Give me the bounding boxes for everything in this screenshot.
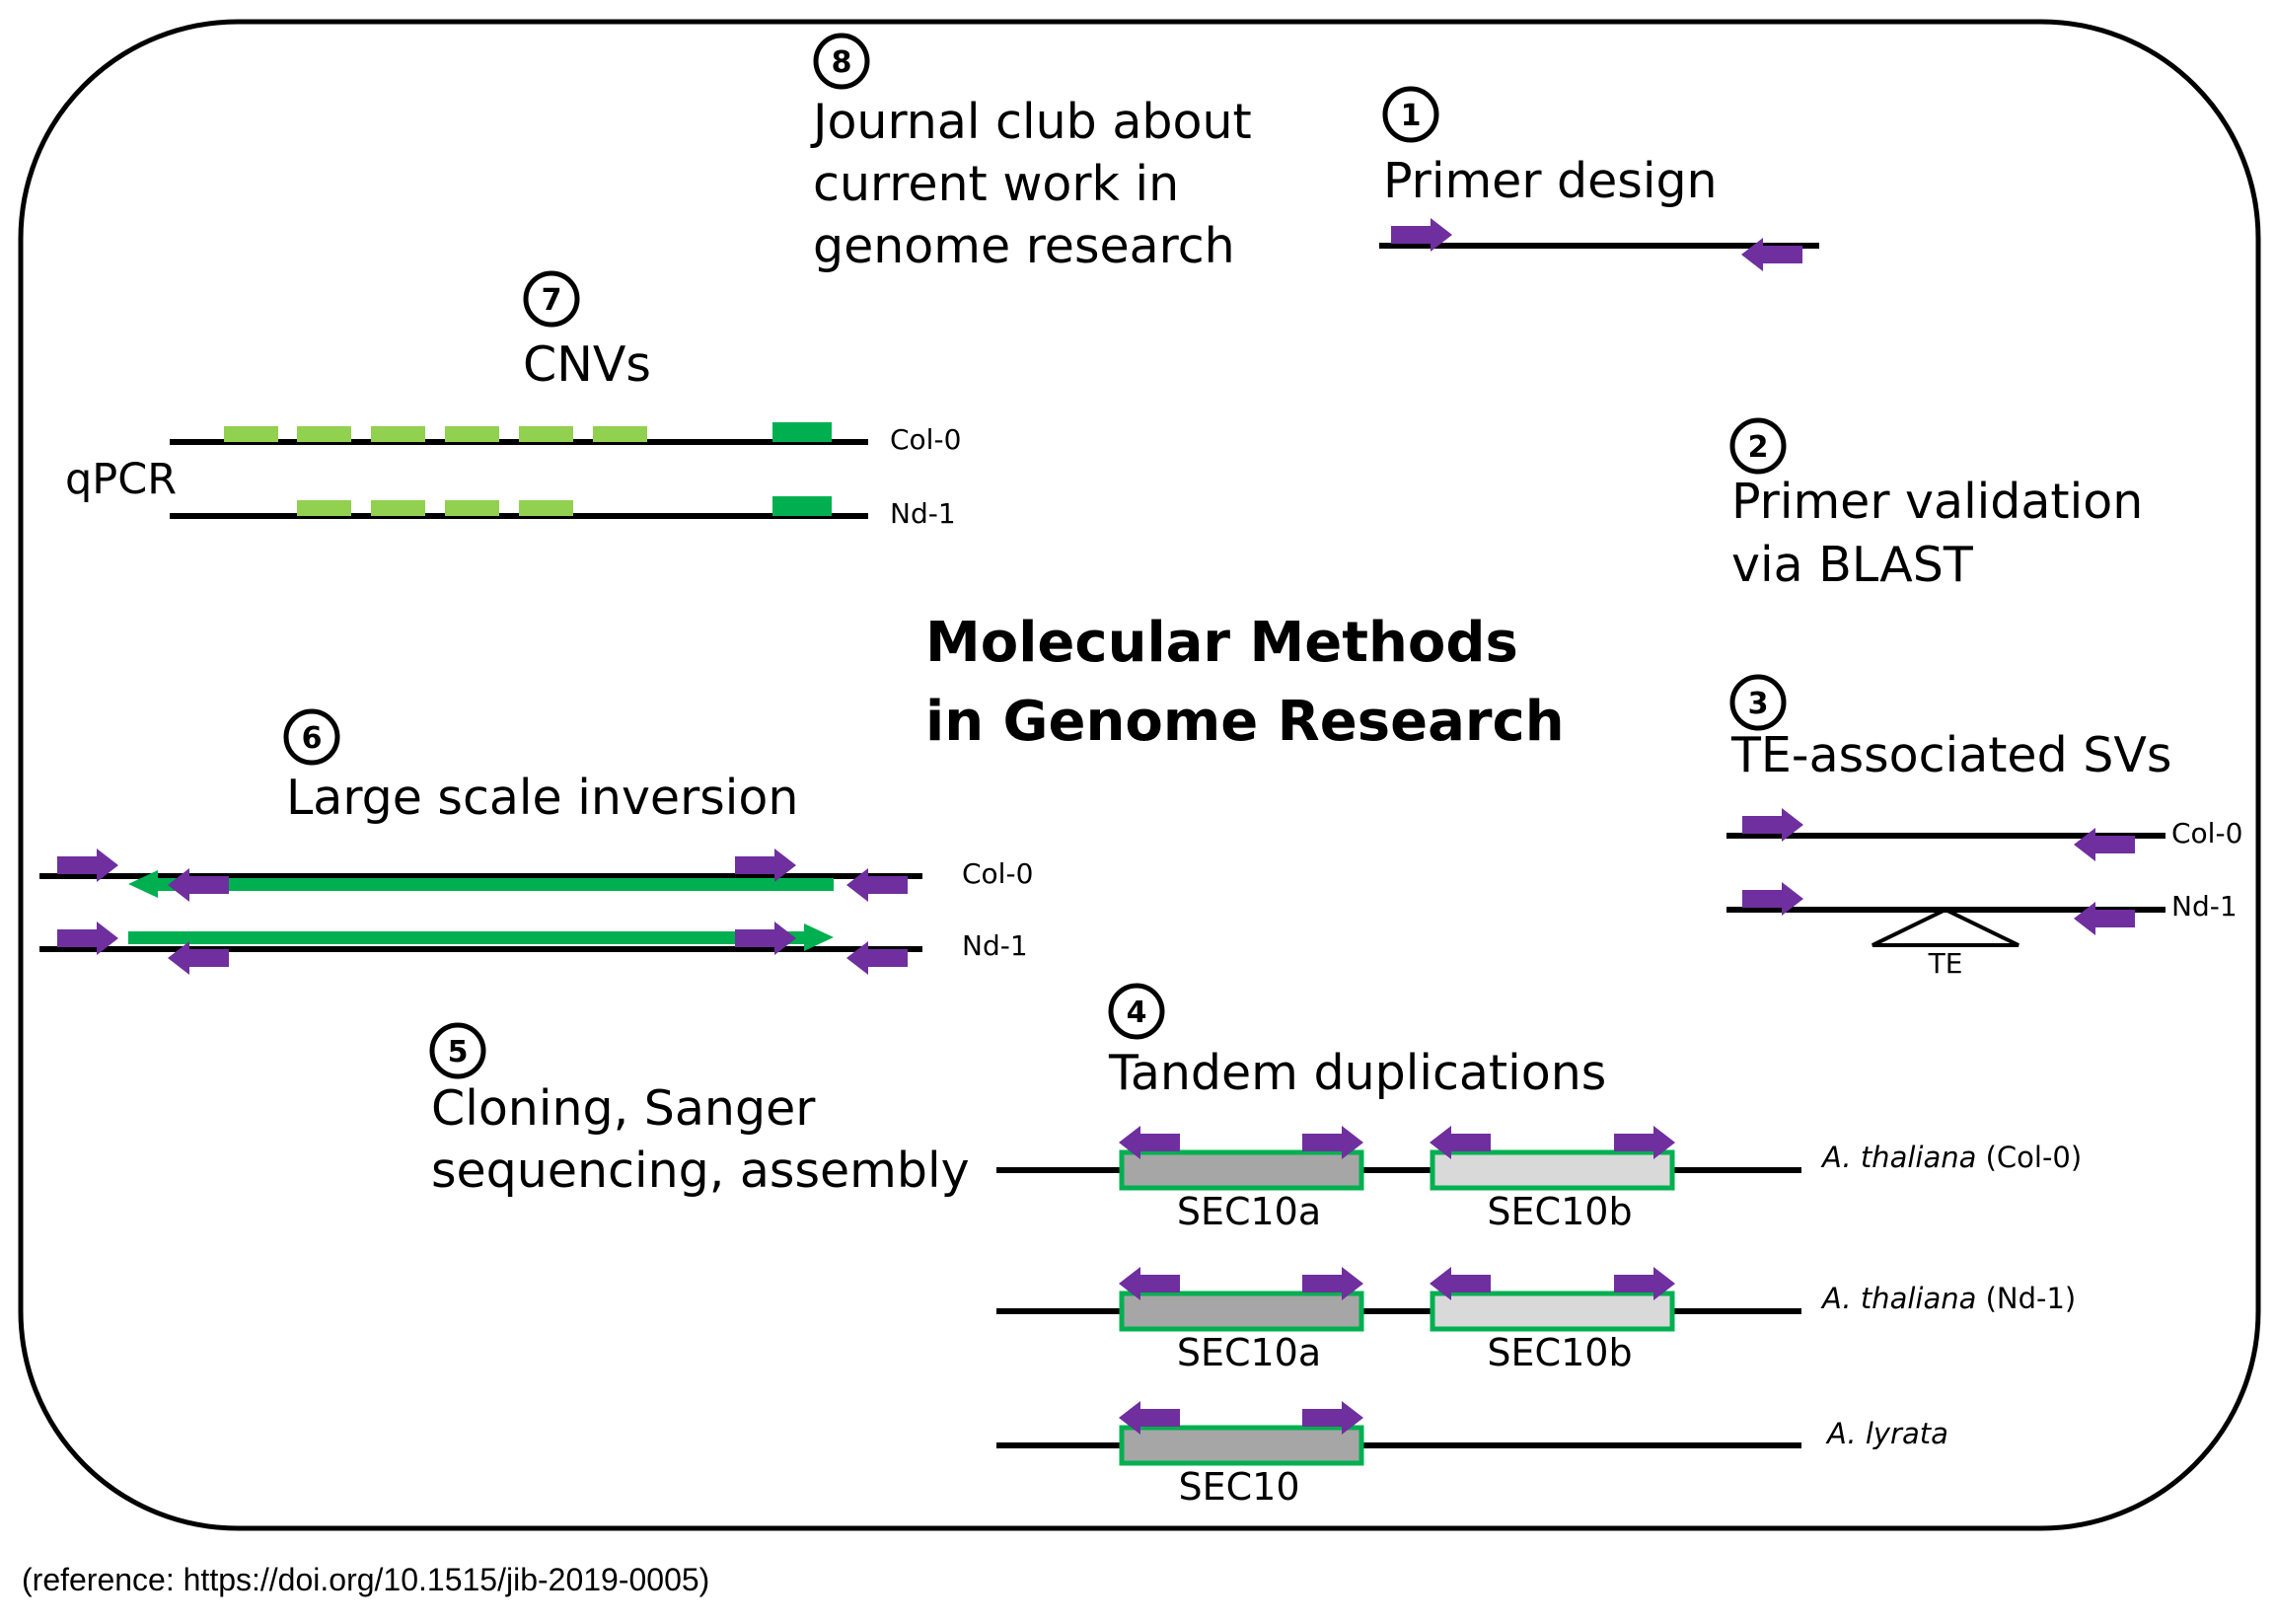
step-6-title: Large scale inversion xyxy=(286,770,798,826)
col0-label: Col-0 xyxy=(2171,817,2242,849)
inversion-arrow-icon xyxy=(804,923,834,951)
badge-8-number: 8 xyxy=(832,45,852,80)
badge-6-number: 6 xyxy=(302,721,323,756)
gene-box xyxy=(1119,1425,1364,1466)
badge-3-number: 3 xyxy=(1748,687,1769,721)
species-label: A. lyrata xyxy=(1825,1417,1948,1450)
cnv-copy xyxy=(445,500,499,516)
badge-4 xyxy=(1108,983,1165,1040)
reference-text: (reference: https://doi.org/10.1515/jib-… xyxy=(22,1562,709,1597)
cnv-copy xyxy=(519,500,573,516)
qpcr-label: qPCR xyxy=(65,455,177,504)
step-8-line2: current work in xyxy=(813,156,1179,212)
nd1-copies xyxy=(297,500,573,516)
gene-box xyxy=(1430,1291,1675,1332)
inversion-block xyxy=(128,931,804,944)
reference-copy xyxy=(772,422,832,442)
step-5-line1: Cloning, Sanger xyxy=(431,1080,816,1137)
tandem-row: SEC10 A. lyrata xyxy=(996,1401,1948,1509)
inversion-arrow-icon xyxy=(128,870,158,898)
gene-box xyxy=(1119,1149,1364,1191)
badge-2-number: 2 xyxy=(1748,430,1769,465)
cnv-copy xyxy=(371,426,425,442)
rounded-frame xyxy=(18,19,2261,1531)
col0-copies xyxy=(224,426,647,442)
gene-label: SEC10b xyxy=(1487,1331,1632,1374)
step-2-line2: via BLAST xyxy=(1731,537,1974,593)
badge-7 xyxy=(523,270,580,328)
species-label: A. thaliana (Nd-1) xyxy=(1820,1282,2076,1315)
step-1-title: Primer design xyxy=(1383,153,1718,209)
col0-label: Col-0 xyxy=(962,857,1033,890)
step-3-title: TE-associated SVs xyxy=(1730,727,2171,783)
step-8-line3: genome research xyxy=(813,218,1235,274)
cnv-copy xyxy=(593,426,647,442)
main-title-line1: Molecular Methods xyxy=(925,611,1518,675)
species-label: A. thaliana (Col-0) xyxy=(1820,1141,2082,1174)
badge-1 xyxy=(1382,86,1439,143)
step-2-primer-validation: 2 Primer validation via BLAST xyxy=(1729,417,2143,593)
cnv-copy xyxy=(297,426,351,442)
step-7-title: CNVs xyxy=(523,336,651,393)
gene-box xyxy=(1119,1291,1364,1332)
gene-label: SEC10 xyxy=(1178,1465,1299,1509)
reference-copy xyxy=(772,496,832,516)
step-5-cloning: 5 Cloning, Sanger sequencing, assembly xyxy=(429,1022,970,1199)
tandem-row: SEC10a SEC10b A. thaliana (Nd-1) xyxy=(996,1267,2076,1374)
cnv-copy xyxy=(224,426,278,442)
step-5-line2: sequencing, assembly xyxy=(431,1143,970,1199)
badge-5 xyxy=(429,1022,486,1079)
step-6-inversion: 6 Large scale inversion Col-0 Nd-1 xyxy=(39,708,1033,975)
te-label: TE xyxy=(1928,947,1963,980)
cnv-copy xyxy=(519,426,573,442)
main-title-line2: in Genome Research xyxy=(925,690,1565,754)
tandem-row: SEC10a SEC10b A. thaliana (Col-0) xyxy=(996,1126,2082,1233)
cnv-copy xyxy=(297,500,351,516)
gene-box xyxy=(1430,1149,1675,1191)
step-8-journal-club: 8 Journal club about current work in gen… xyxy=(810,33,1252,274)
step-8-line1: Journal club about xyxy=(810,94,1252,150)
badge-5-number: 5 xyxy=(448,1035,469,1070)
badge-6 xyxy=(283,708,340,766)
step-3-te-svs: 3 TE-associated SVs TE Col-0 Nd-1 xyxy=(1726,674,2242,980)
step-4-tandem: 4 Tandem duplications SEC10a SEC10b A. t… xyxy=(996,983,2082,1509)
te-triangle-icon xyxy=(1872,907,2019,947)
badge-4-number: 4 xyxy=(1127,996,1147,1030)
nd1-label: Nd-1 xyxy=(2171,890,2238,923)
step-2-line1: Primer validation xyxy=(1731,474,2143,530)
badge-8 xyxy=(813,33,870,90)
badge-2 xyxy=(1729,417,1787,475)
inversion-block xyxy=(158,878,834,891)
badge-7-number: 7 xyxy=(542,283,562,318)
gene-label: SEC10a xyxy=(1177,1190,1321,1233)
gene-label: SEC10b xyxy=(1487,1190,1632,1233)
col0-label: Col-0 xyxy=(890,423,961,456)
badge-1-number: 1 xyxy=(1401,99,1422,133)
step-1-primer-design: 1 Primer design xyxy=(1379,86,1819,271)
step-7-cnvs: 7 CNVs qPCR Col-0 Nd-1 xyxy=(65,270,961,530)
step-4-title: Tandem duplications xyxy=(1108,1045,1606,1101)
gene-label: SEC10a xyxy=(1177,1331,1321,1374)
nd1-label: Nd-1 xyxy=(890,497,956,530)
cnv-copy xyxy=(445,426,499,442)
badge-3 xyxy=(1729,674,1787,731)
nd1-label: Nd-1 xyxy=(962,929,1028,962)
cnv-copy xyxy=(371,500,425,516)
